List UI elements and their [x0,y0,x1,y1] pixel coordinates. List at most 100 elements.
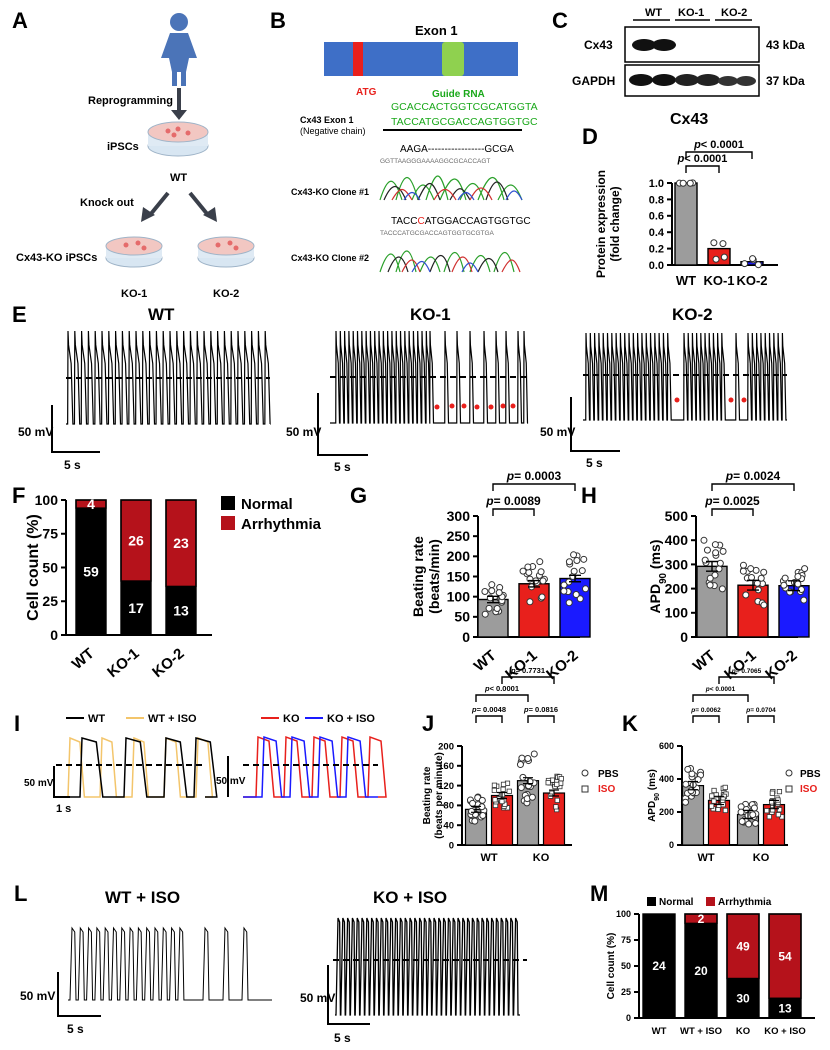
data-point [712,549,720,557]
data-point [794,572,802,580]
svg-text:50 mV: 50 mV [24,778,54,789]
data-point [769,790,775,796]
y-axis-label: Protein expression [594,170,608,278]
y-tick-label: 300 [665,556,689,572]
count-normal: 30 [736,991,750,1005]
panel-m: M Normal Arrhythmia 0 25 50 75 100 Cell count… [590,881,815,1037]
data-point [580,555,588,563]
i-leg-ko: KO [283,713,300,725]
svg-text:50 mV: 50 mV [300,991,335,1005]
data-point [560,587,568,595]
error-bar [497,791,507,800]
data-point [500,781,507,787]
clone2-trace-text: TACCCATGCGACCAGTGGTGCGTGA [380,230,495,237]
bar-normal [76,508,106,635]
significance-bracket [685,151,753,159]
data-point [467,807,475,815]
data-point [751,819,759,827]
y-tick-label: 0 [449,840,454,851]
significance-bracket [747,715,775,723]
svg-text:5 s: 5 s [586,456,603,470]
panel-b: B Exon 1 ATG Guide RNA GCACCACTGGTCGCATG… [270,8,538,273]
data-point [539,577,547,585]
y-tick-label: 25 [621,987,631,997]
data-point [801,565,809,573]
bar-normal [121,581,151,635]
y-tick-label: 100 [35,492,59,508]
data-point [581,585,589,593]
p-value-label: p< 0.0001 [705,686,736,693]
data-point [711,787,717,794]
trace-ko1 [330,330,529,424]
x-tick-label: WT + ISO [680,1026,722,1037]
data-point [526,598,534,606]
count-normal: 20 [694,964,708,978]
count-arrhythmia: 26 [128,532,144,548]
data-point [519,567,527,575]
significance-bracket [685,165,720,173]
data-point [481,610,489,618]
data-point [781,574,789,582]
x-tick-label: KO-1 [104,645,142,681]
clone1-seq: AAGA-----------------GCGA [400,144,514,155]
data-point [797,586,805,594]
y-tick-label: 150 [447,568,471,584]
trace-wt-iso [68,926,272,1001]
e-title-ko2: KO-2 [672,305,713,324]
svg-text:5 s: 5 s [67,1022,84,1036]
data-point [712,255,720,263]
p-value-label: p< 0.0001 [693,139,744,151]
data-point [495,589,503,597]
k-leg-iso: ISO [800,784,817,795]
data-point [485,604,493,612]
clone1-label: Cx43-KO Clone #1 [291,187,369,197]
y-tick-label: 200 [665,581,689,597]
y-tick-label: 400 [665,532,689,548]
panel-l-label: L [14,881,27,906]
exon-chain-label-1: Cx43 Exon 1 [300,115,354,125]
bar-outline [684,913,718,1019]
data-point [682,798,690,806]
kda-43: 43 kDa [766,38,805,52]
p-value-label: p< 0.0001 [484,684,519,693]
count-arrhythmia: 2 [698,912,705,926]
count-normal: 59 [83,563,99,579]
m-legend-normal: Normal [659,897,694,908]
y-axis-label: (beats per minute) [434,752,445,839]
error-bar [523,777,533,785]
data-point [753,579,761,587]
data-point [528,793,536,801]
guide-marker [442,42,464,76]
k-leg-pbs: PBS [800,769,821,780]
i-leg-wtiso: WT + ISO [148,713,197,725]
ko2-label: KO-2 [213,288,239,300]
panel-k-label: K [622,711,638,736]
x-tick-label: WT [69,645,98,673]
data-point [800,596,808,604]
x-tick-label: KO [736,1026,750,1037]
data-point [719,547,727,555]
data-point [749,255,757,263]
y-tick-label: 0 [669,840,674,850]
bar-normal [643,914,675,1018]
chart-d: 0.0 0.2 0.4 0.6 0.8 1.0 Protein expression (fol… [594,139,778,288]
y-tick-label: 400 [659,774,674,784]
data-point [764,808,770,814]
significance-bracket [711,483,795,491]
svg-text:50 mV: 50 mV [18,425,53,439]
data-point [700,536,708,544]
data-point [716,559,724,567]
reprogramming-label: Reprogramming [88,95,173,107]
data-point [570,567,578,575]
count-arrhythmia: 4 [87,496,95,512]
i-leg-koiso: KO + ISO [327,713,375,725]
data-point [492,797,498,803]
significance-bracket [718,676,775,684]
data-point [488,587,496,595]
f-legend-normal: Normal [241,496,293,513]
data-point [479,812,487,820]
data-point [749,811,757,819]
y-tick-label: 25 [42,593,58,609]
bar-outline [165,499,197,636]
wt-label: WT [170,172,187,184]
